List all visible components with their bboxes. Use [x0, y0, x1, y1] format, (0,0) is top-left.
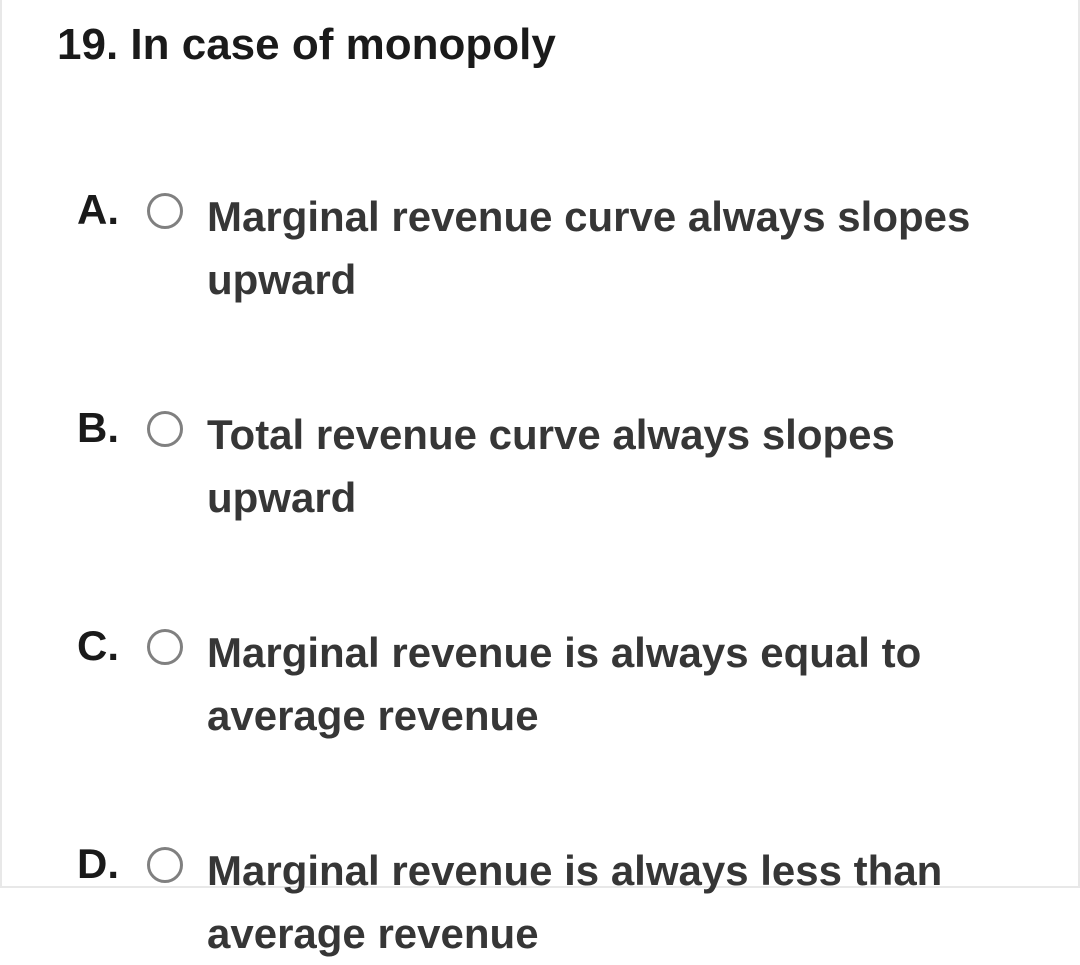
- option-d[interactable]: D. Marginal revenue is always less than …: [77, 839, 1023, 965]
- radio-wrapper: [147, 185, 207, 229]
- option-c[interactable]: C. Marginal revenue is always equal to a…: [77, 621, 1023, 747]
- options-list: A. Marginal revenue curve always slopes …: [57, 185, 1023, 965]
- radio-icon[interactable]: [147, 411, 183, 447]
- question-text: In case of monopoly: [130, 20, 555, 69]
- radio-wrapper: [147, 403, 207, 447]
- radio-wrapper: [147, 621, 207, 665]
- option-text: Marginal revenue is always less than ave…: [207, 839, 1023, 965]
- option-text: Total revenue curve always slopes upward: [207, 403, 1023, 529]
- question-container: 19. In case of monopoly A. Marginal reve…: [0, 0, 1080, 888]
- radio-icon[interactable]: [147, 629, 183, 665]
- option-letter: B.: [77, 403, 147, 453]
- question-number: 19.: [57, 20, 118, 69]
- option-letter: C.: [77, 621, 147, 671]
- radio-wrapper: [147, 839, 207, 883]
- option-letter: A.: [77, 185, 147, 235]
- option-b[interactable]: B. Total revenue curve always slopes upw…: [77, 403, 1023, 529]
- option-letter: D.: [77, 839, 147, 889]
- question-title: 19. In case of monopoly: [57, 20, 1023, 70]
- option-text: Marginal revenue curve always slopes upw…: [207, 185, 1023, 311]
- radio-icon[interactable]: [147, 847, 183, 883]
- option-text: Marginal revenue is always equal to aver…: [207, 621, 1023, 747]
- option-a[interactable]: A. Marginal revenue curve always slopes …: [77, 185, 1023, 311]
- radio-icon[interactable]: [147, 193, 183, 229]
